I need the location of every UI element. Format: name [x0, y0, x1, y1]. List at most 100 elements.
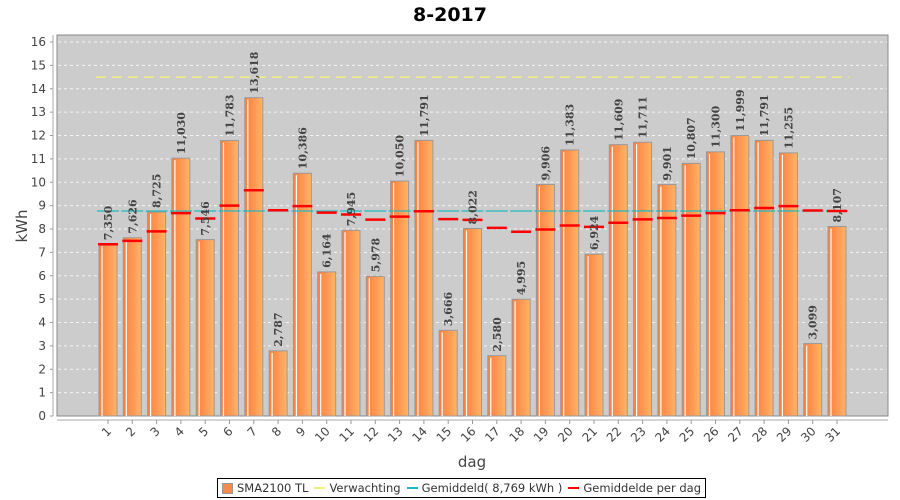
bar-value-label: 11,300	[710, 105, 723, 147]
bar-day-3	[147, 211, 167, 417]
y-tick-label: 1	[38, 386, 46, 400]
bar-day-31	[827, 225, 847, 417]
chart-title: 8-2017	[413, 4, 487, 26]
legend-item-sma2100: SMA2100 TL	[222, 481, 308, 495]
bar-value-label: 7,626	[126, 199, 139, 234]
x-tick-label: 4	[172, 424, 187, 439]
bar-day-6	[220, 140, 239, 417]
y-tick-label: 0	[38, 409, 46, 423]
bar	[438, 329, 458, 417]
bar-value-label: 6,924	[588, 215, 601, 250]
bar-day-9	[292, 172, 312, 417]
y-tick-label: 11	[31, 152, 46, 166]
bar-day-7	[244, 97, 264, 417]
bar-day-30	[803, 343, 823, 417]
y-tick-label: 10	[31, 175, 46, 189]
bar-value-label: 11,030	[175, 112, 188, 154]
x-tick-label: 14	[409, 424, 430, 445]
bar-day-10	[317, 271, 337, 417]
bar-value-label: 13,618	[248, 51, 261, 93]
x-tick-label: 20	[555, 424, 576, 445]
bar-day-24	[657, 184, 677, 417]
bar	[511, 298, 531, 417]
x-tick-label: 16	[458, 424, 479, 445]
legend-label: Gemiddeld( 8,769 kWh )	[421, 481, 563, 495]
bar-value-label: 10,807	[685, 117, 698, 159]
bar-day-26	[706, 151, 725, 417]
x-tick-label: 2	[123, 424, 138, 439]
x-tick-label: 29	[774, 424, 795, 445]
x-tick-label: 9	[293, 424, 308, 439]
y-tick-label: 6	[38, 269, 46, 283]
x-tick-label: 23	[628, 424, 649, 445]
bar-day-23	[633, 141, 653, 417]
bar-value-label: 3,666	[442, 292, 455, 327]
bar-day-17	[487, 355, 507, 417]
x-axis: 1 2 3 4 5 6 7 8 9 10 11 12 13 14 15 16 17 18 19 20 21 22 23 24 2…	[99, 420, 843, 445]
bar-day-4	[171, 157, 191, 417]
legend-label: Verwachting	[329, 481, 401, 495]
bar-value-label: 3,099	[807, 305, 820, 339]
x-tick-label: 7	[245, 424, 260, 439]
bar	[730, 135, 750, 417]
x-tick-label: 22	[604, 424, 625, 445]
bar	[195, 239, 215, 417]
x-tick-label: 13	[385, 424, 406, 445]
bar-value-label: 10,386	[296, 127, 309, 169]
bar-value-label: 11,383	[564, 104, 577, 146]
bar-day-28	[754, 139, 774, 417]
bar-value-label: 11,711	[637, 96, 650, 138]
bar	[414, 139, 434, 417]
bar-day-12	[365, 275, 385, 417]
bar-day-21	[584, 253, 604, 417]
bar-value-label: 9,901	[661, 146, 674, 180]
avg-per-day-markers	[97, 188, 848, 246]
x-tick-label: 27	[725, 424, 746, 445]
bar-value-label: 11,255	[782, 107, 795, 149]
bar-day-5	[195, 239, 215, 417]
x-tick-label: 6	[220, 424, 235, 439]
bar-value-label: 7,350	[102, 205, 115, 240]
x-tick-label: 8	[269, 424, 284, 439]
y-tick-label: 14	[31, 82, 46, 96]
bar-day-27	[730, 135, 750, 417]
bar-value-label: 11,791	[758, 94, 771, 136]
bar-day-15	[438, 329, 458, 417]
x-tick-label: 18	[507, 424, 528, 445]
legend-swatch-bar	[222, 482, 233, 494]
bar-day-29	[778, 152, 798, 417]
x-tick-label: 1	[99, 424, 114, 439]
bar	[608, 144, 628, 417]
bar	[778, 152, 798, 417]
bar-value-label: 10,050	[394, 135, 407, 177]
bar-value-label: 11,609	[612, 99, 625, 141]
y-tick-label: 16	[31, 35, 46, 49]
legend-label: Gemiddelde per dag	[583, 481, 702, 495]
bar-day-11	[341, 229, 361, 417]
legend-item-gemiddeld: Gemiddeld( 8,769 kWh )	[406, 481, 563, 495]
bar-value-label: 11,783	[224, 94, 237, 136]
x-tick-label: 15	[434, 424, 455, 445]
y-tick-label: 9	[38, 199, 46, 213]
bar	[147, 211, 167, 417]
y-tick-label: 3	[38, 339, 46, 353]
legend: SMA2100 TL Verwachting Gemiddeld( 8,769 …	[217, 478, 707, 498]
legend-item-gemiddelde-per-dag: Gemiddelde per dag	[568, 481, 701, 495]
bar-day-2	[122, 237, 142, 417]
bar-value-label: 2,787	[272, 312, 285, 346]
bar	[827, 225, 847, 417]
bar-day-20	[560, 149, 580, 417]
bar	[560, 149, 580, 417]
bar	[365, 275, 385, 417]
bar-value-label: 2,580	[491, 317, 504, 352]
bar-day-13	[390, 180, 410, 417]
bar	[487, 355, 507, 417]
bar-value-label: 6,164	[321, 233, 334, 268]
legend-swatch-line	[406, 487, 418, 489]
bar-value-label: 8,022	[467, 190, 480, 224]
y-tick-label: 8	[38, 222, 46, 236]
bar-day-22	[608, 144, 628, 417]
x-tick-label: 24	[652, 424, 673, 445]
bar-day-14	[414, 139, 434, 417]
